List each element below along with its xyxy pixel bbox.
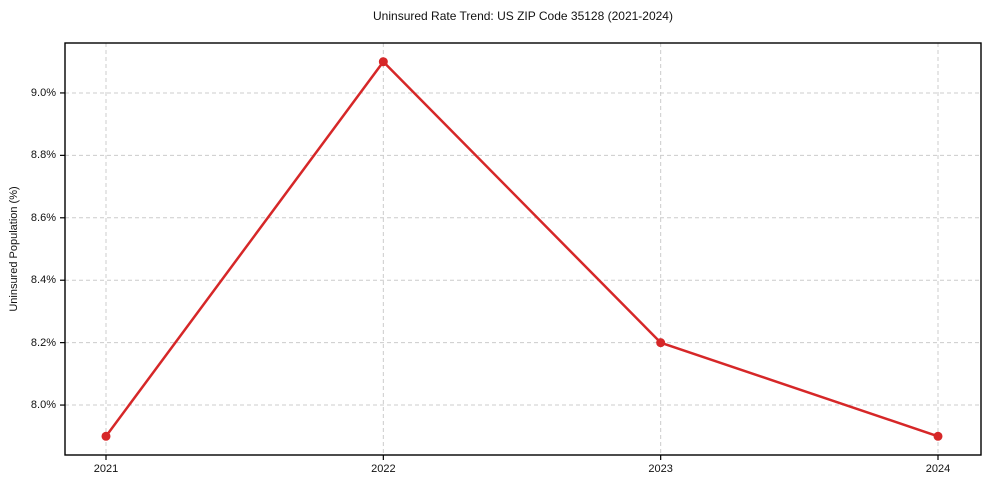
x-tick-label: 2023 bbox=[648, 463, 673, 475]
data-point-2021 bbox=[101, 431, 111, 441]
data-point-2024 bbox=[933, 431, 943, 441]
data-point-2023 bbox=[656, 338, 666, 348]
y-tick-label: 8.8% bbox=[30, 149, 56, 162]
y-tick-label: 8.2% bbox=[30, 336, 56, 349]
data-point-2022 bbox=[378, 57, 388, 67]
y-tick-label: 8.6% bbox=[30, 211, 56, 224]
y-tick-label: 8.0% bbox=[30, 399, 56, 412]
y-tick-label: 9.0% bbox=[30, 86, 56, 99]
y-tick-label: 8.4% bbox=[30, 274, 56, 287]
plot-border bbox=[64, 42, 982, 456]
trend-line bbox=[104, 60, 940, 438]
x-tick-label: 2024 bbox=[925, 463, 951, 475]
chart-title: Uninsured Rate Trend: US ZIP Code 35128 … bbox=[373, 9, 673, 23]
x-tick-label: 2021 bbox=[93, 463, 119, 475]
x-tick-label: 2022 bbox=[371, 463, 396, 475]
